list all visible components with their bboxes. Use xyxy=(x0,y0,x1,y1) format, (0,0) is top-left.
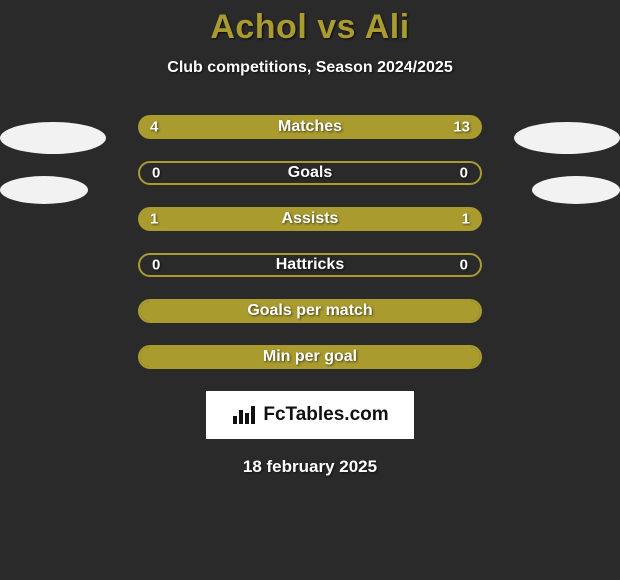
footer-logo-text: FcTables.com xyxy=(263,404,388,426)
stat-metric-label: Min per goal xyxy=(140,348,480,366)
player-badge-right-2 xyxy=(532,176,620,204)
comparison-date: 18 february 2025 xyxy=(0,457,620,477)
footer-logo: FcTables.com xyxy=(206,391,414,439)
player-badge-right-1 xyxy=(514,122,620,154)
stat-value-right: 13 xyxy=(453,119,470,136)
comparison-subtitle: Club competitions, Season 2024/2025 xyxy=(0,59,620,77)
comparison-title: Achol vs Ali xyxy=(0,0,620,47)
stat-row-goals-per-match: Goals per match xyxy=(138,299,482,323)
stat-row-min-per-goal: Min per goal xyxy=(138,345,482,369)
stat-row-hattricks: 0 Hattricks 0 xyxy=(138,253,482,277)
stat-metric-label: Assists xyxy=(138,210,482,228)
stat-metric-label: Goals per match xyxy=(140,302,480,320)
stat-value-right: 1 xyxy=(462,211,470,228)
stat-metric-label: Goals xyxy=(140,164,480,182)
stat-rows-container: 4 Matches 13 0 Goals 0 1 Assists 1 0 Hat… xyxy=(138,115,482,369)
stat-row-assists: 1 Assists 1 xyxy=(138,207,482,231)
bar-chart-icon xyxy=(231,404,257,426)
stat-metric-label: Hattricks xyxy=(140,256,480,274)
stat-value-right: 0 xyxy=(460,165,468,182)
player-badge-left-2 xyxy=(0,176,88,204)
stat-metric-label: Matches xyxy=(138,118,482,136)
stat-row-matches: 4 Matches 13 xyxy=(138,115,482,139)
stat-value-right: 0 xyxy=(460,257,468,274)
player-badge-left-1 xyxy=(0,122,106,154)
stat-row-goals: 0 Goals 0 xyxy=(138,161,482,185)
